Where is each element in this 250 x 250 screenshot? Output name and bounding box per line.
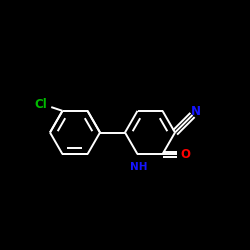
Text: N: N — [191, 105, 201, 118]
Text: NH: NH — [130, 162, 148, 172]
Text: O: O — [180, 148, 190, 161]
Text: Cl: Cl — [35, 98, 48, 111]
